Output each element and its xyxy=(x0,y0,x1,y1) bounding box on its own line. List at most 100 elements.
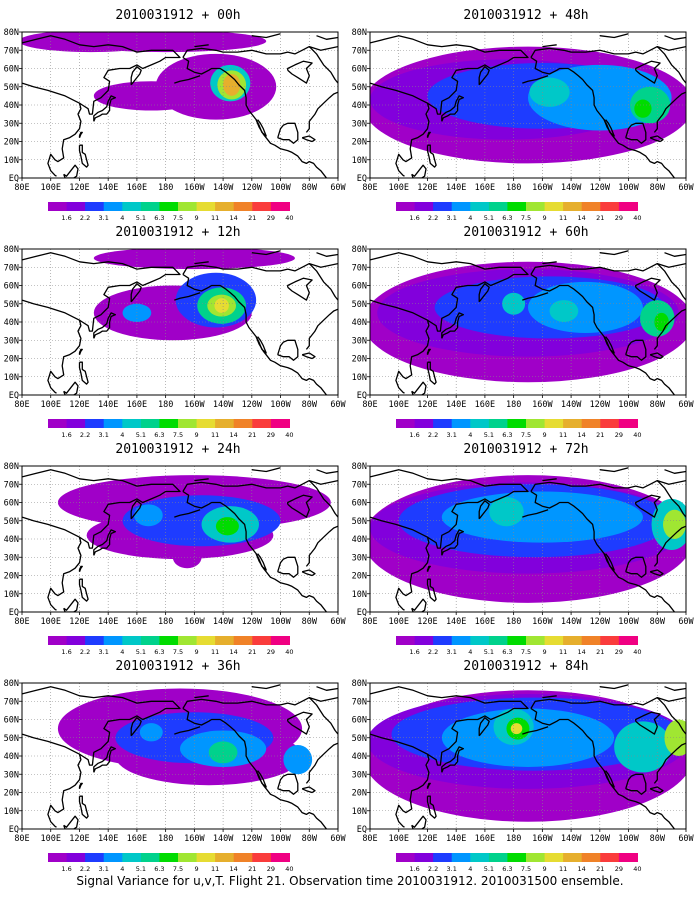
coastline xyxy=(78,131,83,139)
lon-label: 120W xyxy=(590,617,611,627)
coastline xyxy=(664,686,686,691)
lat-label: EQ xyxy=(357,391,367,401)
variance-field xyxy=(57,475,331,569)
coastline xyxy=(301,135,316,143)
lon-label: 100W xyxy=(270,183,291,193)
colorbar-label: 29 xyxy=(267,648,275,656)
colorbar-swatch xyxy=(414,853,434,862)
coastline xyxy=(277,339,299,361)
lat-label: 30N xyxy=(352,770,367,780)
colorbar-label: 7.5 xyxy=(173,648,183,656)
coastline xyxy=(599,684,629,690)
colorbar-label: 9 xyxy=(543,431,547,439)
coastline xyxy=(530,490,676,612)
colorbar-swatch xyxy=(433,636,453,645)
coastline xyxy=(478,66,490,86)
coastline xyxy=(530,45,686,58)
colorbar-label: 1.6 xyxy=(61,431,71,439)
colorbar-swatch xyxy=(526,853,546,862)
colorbar-swatch xyxy=(233,853,253,862)
colorbar-label: 5.1 xyxy=(484,214,494,222)
lon-label: 120E xyxy=(69,400,89,410)
coastline xyxy=(130,717,142,737)
colorbar-label: 21 xyxy=(596,431,604,439)
lon-label: 100W xyxy=(270,834,291,844)
coastline xyxy=(287,60,313,84)
map-area: 80N 70N 60N 50N 40N 30N 20N 10N EQ 80E 100E 120E 140… xyxy=(4,28,348,194)
lon-label: 100E xyxy=(40,400,60,410)
coastline xyxy=(426,144,437,168)
variance-contour xyxy=(223,73,241,96)
lon-label: 180 xyxy=(158,400,173,410)
colorbar-swatch xyxy=(544,636,564,645)
colorbar-swatch xyxy=(252,636,272,645)
colorbar-swatch xyxy=(414,202,434,211)
coastline xyxy=(444,394,450,395)
lat-label: 40N xyxy=(4,101,19,111)
colorbar-swatch xyxy=(433,853,453,862)
coastline xyxy=(182,707,328,829)
variance-contour xyxy=(529,77,570,107)
colorbar-swatch xyxy=(215,419,235,428)
colorbar-label: 11 xyxy=(559,865,567,873)
panel-title: 2010031912 + 36h xyxy=(115,659,241,674)
lat-label: 50N xyxy=(4,517,19,527)
variance-contour xyxy=(664,719,686,756)
colorbar-label: 9 xyxy=(195,648,199,656)
coastline xyxy=(174,292,201,301)
coastline xyxy=(194,44,209,48)
lon-label: 80E xyxy=(362,834,377,844)
colorbar-swatch xyxy=(103,853,123,862)
coastline xyxy=(599,250,629,256)
colorbar-swatch xyxy=(48,419,68,428)
coastline xyxy=(649,569,664,577)
colorbar-svg: 1.6 2.2 3.1 4 5.1 6.3 7.5 9 11 14 21 29 40 xyxy=(48,853,294,873)
lat-label: 50N xyxy=(352,734,367,744)
panel-title: 2010031912 + 60h xyxy=(463,225,589,240)
lat-label: EQ xyxy=(9,391,19,401)
colorbar-label: 5.1 xyxy=(136,865,146,873)
map-area: 80N 70N 60N 50N 40N 30N 20N 10N EQ 80E 100E 120E 140… xyxy=(4,679,348,845)
colorbar-label: 7.5 xyxy=(521,214,531,222)
lon-label: 100E xyxy=(388,400,408,410)
colorbar-swatch xyxy=(140,853,160,862)
coastline xyxy=(78,578,89,602)
lon-label: 140E xyxy=(98,183,118,193)
colorbar-swatch xyxy=(103,419,123,428)
colorbar-swatch xyxy=(178,853,198,862)
lon-label: 100E xyxy=(388,617,408,627)
colorbar: 1.6 2.2 3.1 4 5.1 6.3 7.5 9 11 14 21 29 40 xyxy=(48,853,308,875)
colorbar-label: 4 xyxy=(120,865,124,873)
lon-label: 180 xyxy=(506,183,521,193)
lon-label: 80W xyxy=(302,183,318,193)
colorbar-label: 3.1 xyxy=(99,865,109,873)
lon-label: 80W xyxy=(650,400,666,410)
coastline xyxy=(182,45,338,58)
colorbar-label: 3.1 xyxy=(99,431,109,439)
lat-label: 10N xyxy=(4,807,19,817)
coastline xyxy=(255,119,267,137)
coastline xyxy=(411,598,427,612)
coastline xyxy=(305,742,338,784)
lat-label: 10N xyxy=(4,156,19,166)
colorbar-label: 4 xyxy=(120,431,124,439)
lon-label: 80E xyxy=(362,617,377,627)
colorbar-label: 4 xyxy=(468,865,472,873)
coastline xyxy=(441,746,465,773)
colorbar-label: 29 xyxy=(615,431,623,439)
lon-label: 160W xyxy=(532,617,553,627)
colorbar-swatch xyxy=(178,419,198,428)
variance-contour xyxy=(283,745,313,775)
coastline xyxy=(174,509,201,518)
colorbar-swatch xyxy=(600,636,620,645)
gridlines xyxy=(22,32,338,178)
colorbar-swatch xyxy=(140,419,160,428)
lat-label: 80N xyxy=(4,28,19,38)
colorbar-label: 9 xyxy=(195,431,199,439)
lon-label: 140E xyxy=(98,834,118,844)
lat-label: 60N xyxy=(4,499,19,509)
lat-label: 10N xyxy=(352,373,367,383)
